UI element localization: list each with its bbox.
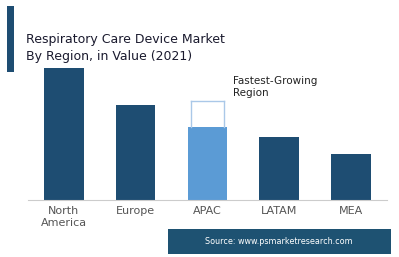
Text: Respiratory Care Device Market
By Region, in Value (2021): Respiratory Care Device Market By Region… (26, 33, 225, 63)
Bar (44, 68, 84, 200)
Bar (259, 137, 299, 200)
Bar (188, 127, 227, 200)
Bar (331, 154, 371, 200)
FancyBboxPatch shape (156, 227, 399, 256)
Text: Fastest-Growing
Region: Fastest-Growing Region (233, 76, 317, 98)
Text: Source: www.psmarketresearch.com: Source: www.psmarketresearch.com (205, 237, 353, 246)
Bar (116, 105, 156, 200)
